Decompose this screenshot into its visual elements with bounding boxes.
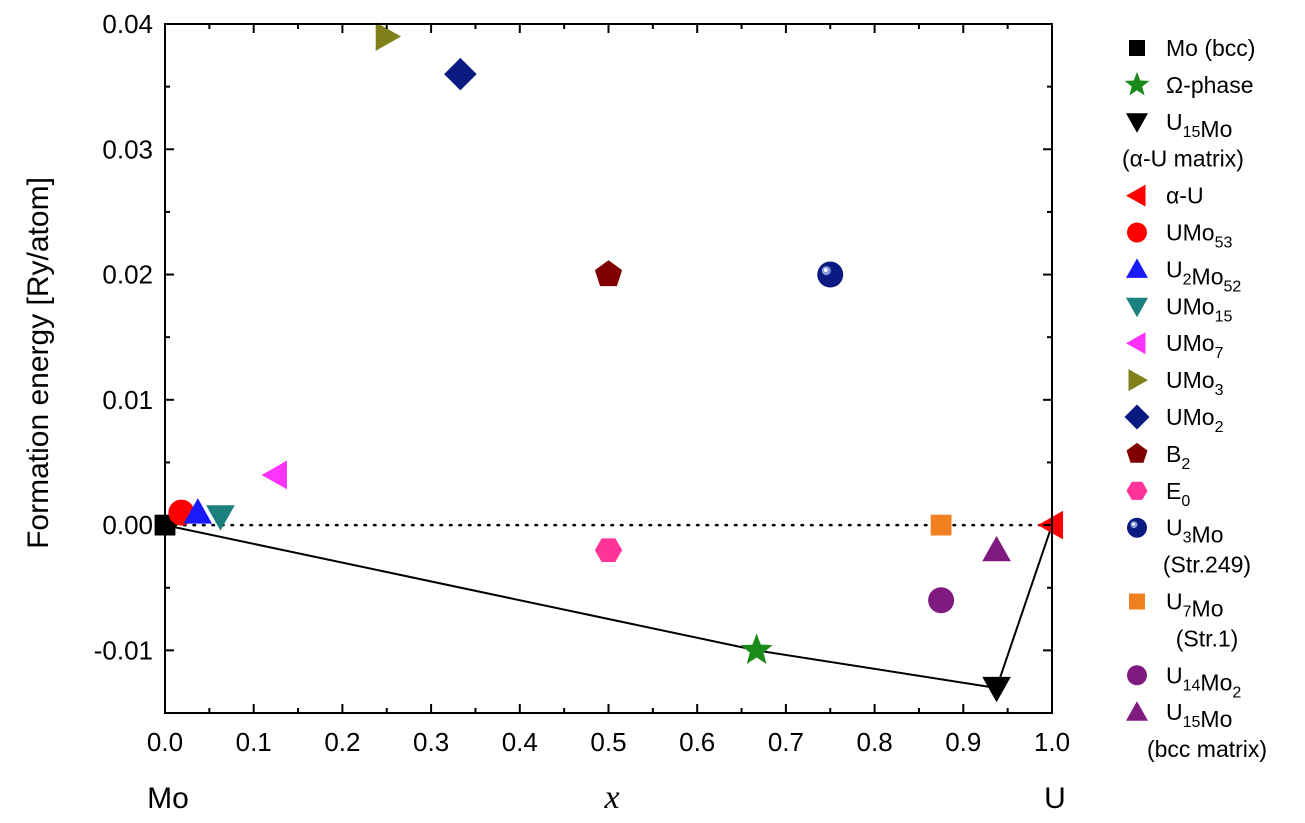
legend-item-mo-bcc: Mo (bcc) bbox=[1129, 35, 1255, 61]
convex-hull-line bbox=[164, 524, 1053, 690]
legend-marker bbox=[1126, 297, 1148, 318]
data-point-umo7 bbox=[261, 460, 287, 490]
legend-marker bbox=[1126, 442, 1148, 463]
legend-item-u15mo-bcc-matrix: U15Mo (bcc matrix) bbox=[1126, 699, 1267, 762]
legend-item-umo53: UMo53 bbox=[1127, 220, 1232, 252]
legend-marker bbox=[1126, 481, 1148, 500]
legend-label: U2Mo52 bbox=[1166, 256, 1241, 295]
data-point-u7mo-str-1 bbox=[930, 514, 952, 536]
legend-item-umo7: UMo7 bbox=[1126, 330, 1224, 362]
y-tick-label: 0.03 bbox=[102, 134, 153, 164]
legend-label: U3Mo bbox=[1166, 515, 1223, 548]
legend-label: U15Mo bbox=[1166, 109, 1232, 142]
legend-item-umo15: UMo15 bbox=[1126, 293, 1232, 325]
legend-item-u2mo52: U2Mo52 bbox=[1126, 256, 1241, 295]
legend-item-u: α-U bbox=[1126, 183, 1204, 209]
legend-item-u3mo-str-249: U3Mo (Str.249) bbox=[1127, 515, 1251, 578]
legend-marker bbox=[1129, 40, 1145, 56]
legend-label-line2: (bcc matrix) bbox=[1147, 736, 1267, 762]
x-axis-end-label-u: U bbox=[1044, 782, 1066, 815]
legend-label-line2: (Str.249) bbox=[1163, 552, 1251, 578]
legend-marker bbox=[1124, 404, 1150, 430]
y-tick-label: -0.01 bbox=[94, 635, 153, 665]
legend-marker bbox=[1126, 701, 1148, 721]
data-point-u15mo-u-matrix bbox=[982, 676, 1011, 703]
legend-item-b2: B2 bbox=[1126, 441, 1190, 473]
data-point-phase bbox=[740, 633, 773, 665]
x-tick-label: 0.7 bbox=[768, 727, 804, 757]
data-point-e0 bbox=[594, 538, 623, 562]
y-tick-label: 0.01 bbox=[102, 385, 153, 415]
legend-item-u14mo2: U14Mo2 bbox=[1127, 662, 1241, 701]
legend-label: U15Mo bbox=[1166, 699, 1232, 732]
data-point-umo15 bbox=[206, 505, 235, 531]
legend-item-u7mo-str-1: U7Mo (Str.1) bbox=[1129, 589, 1239, 651]
legend-label: α-U bbox=[1166, 183, 1204, 209]
legend-marker bbox=[1126, 258, 1148, 278]
legend-label: U14Mo2 bbox=[1166, 662, 1241, 701]
legend-item-umo3: UMo3 bbox=[1128, 367, 1224, 399]
legend-label: B2 bbox=[1166, 441, 1190, 473]
y-tick-label: 0.04 bbox=[102, 9, 153, 39]
plot-frame bbox=[164, 23, 1053, 714]
legend-item-phase: Ω-phase bbox=[1124, 71, 1254, 98]
legend-label: UMo7 bbox=[1166, 330, 1224, 362]
legend-marker bbox=[1126, 113, 1148, 133]
data-point-umo3 bbox=[375, 22, 402, 51]
legend-label: UMo2 bbox=[1166, 404, 1224, 436]
x-tick-label: 0.4 bbox=[502, 727, 538, 757]
legend-label: UMo53 bbox=[1166, 220, 1232, 252]
x-axis-end-label-mo: Mo bbox=[147, 782, 189, 815]
legend-label: UMo3 bbox=[1166, 367, 1224, 399]
data-point-u2mo52 bbox=[183, 498, 213, 524]
data-point-u15mo-bcc-matrix bbox=[982, 535, 1011, 562]
x-tick-label: 0.6 bbox=[679, 727, 715, 757]
data-point-u3mo-str-249 bbox=[817, 261, 844, 288]
x-tick-label: 0.1 bbox=[236, 727, 272, 757]
legend-label: Ω-phase bbox=[1166, 72, 1254, 98]
legend-label: U7Mo bbox=[1166, 589, 1223, 622]
x-tick-label: 0.2 bbox=[324, 727, 360, 757]
legend-marker bbox=[1127, 222, 1147, 243]
legend-marker bbox=[1126, 184, 1146, 207]
legend-marker bbox=[1129, 593, 1145, 610]
legend-label: E0 bbox=[1166, 478, 1190, 510]
legend-label: Mo (bcc) bbox=[1166, 35, 1255, 61]
y-tick-label: 0.02 bbox=[102, 260, 153, 290]
legend-item-u15mo-u-matrix: U15Mo (α-U matrix) bbox=[1122, 109, 1244, 172]
data-point-b2 bbox=[594, 260, 623, 287]
x-tick-label: 0.9 bbox=[945, 727, 981, 757]
legend-marker bbox=[1126, 332, 1146, 355]
y-tick-label: 0.00 bbox=[102, 510, 153, 540]
x-tick-label: 1.0 bbox=[1034, 727, 1070, 757]
data-point-umo2 bbox=[444, 57, 477, 91]
x-tick-label: 0.8 bbox=[857, 727, 893, 757]
x-tick-label: 0.3 bbox=[413, 727, 449, 757]
data-point-u14mo2 bbox=[928, 587, 955, 614]
x-tick-label: 0.5 bbox=[590, 727, 626, 757]
legend-item-umo2: UMo2 bbox=[1124, 404, 1224, 436]
x-tick-label: 0.0 bbox=[147, 727, 183, 757]
legend-marker bbox=[1127, 665, 1147, 686]
legend-item-e0: E0 bbox=[1126, 478, 1190, 510]
legend-label-line2: (Str.1) bbox=[1176, 625, 1239, 651]
legend-label: UMo15 bbox=[1166, 293, 1232, 325]
y-axis-label: Formation energy [Ry/atom] bbox=[22, 177, 55, 549]
legend-marker bbox=[1124, 71, 1150, 96]
legend-label-line2: (α-U matrix) bbox=[1122, 146, 1244, 172]
legend-marker bbox=[1128, 369, 1148, 392]
legend-marker bbox=[1127, 517, 1147, 538]
x-axis-label: x bbox=[603, 779, 619, 816]
